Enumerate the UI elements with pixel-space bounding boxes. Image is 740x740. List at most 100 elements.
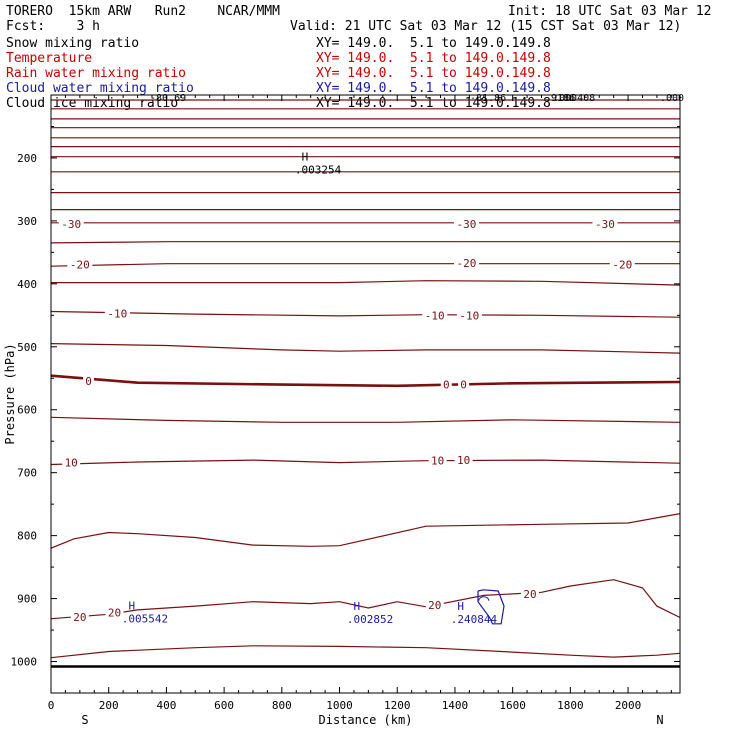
isotherm-label: 0	[460, 379, 467, 392]
isotherm-label-bg	[458, 378, 470, 391]
top-edge-label: .000	[660, 93, 684, 104]
max-value: .005542	[122, 612, 168, 625]
x-tick-label: 1000	[326, 699, 353, 712]
max-value: .002852	[347, 613, 393, 626]
isotherm-label-bg	[70, 610, 89, 623]
isotherm-label: 10	[431, 455, 444, 468]
y-tick-label: 1000	[11, 656, 38, 669]
x-tick-label: 2000	[615, 699, 642, 712]
isotherm-line	[51, 343, 680, 354]
legend-label: Temperature	[6, 51, 93, 66]
south-label: S	[81, 713, 88, 727]
isotherm-label: -10	[425, 309, 445, 322]
isotherm-label: -30	[457, 218, 477, 231]
isotherm-label: 10	[457, 454, 470, 467]
max-value: .003254	[295, 163, 342, 176]
isotherm-line	[51, 459, 680, 466]
y-tick-label: 300	[17, 215, 37, 228]
model-title: TORERO 15km ARW Run2 NCAR/MMM	[6, 4, 280, 19]
isotherm-label: 0	[85, 375, 92, 388]
legend-label: Rain water mixing ratio	[6, 66, 187, 81]
isotherm-line	[51, 579, 680, 620]
x-tick-label: 1600	[499, 699, 526, 712]
y-tick-label: 200	[17, 152, 37, 165]
isotherm-label: -30	[595, 218, 615, 231]
x-tick-label: 1200	[384, 699, 411, 712]
isotherm-label: 0	[443, 379, 450, 392]
valid-time: Valid: 21 UTC Sat 03 Mar 12 (15 CST Sat …	[290, 19, 682, 34]
x-tick-label: 800	[272, 699, 292, 712]
isotherm-label-bg	[105, 606, 124, 619]
cloud-water-contour	[477, 589, 505, 625]
isotherm-label-bg	[456, 309, 482, 322]
isotherm-label: 20	[108, 606, 121, 619]
isotherm-label-bg	[62, 456, 81, 469]
legend-xy: XY= 149.0. 5.1 to 149.0.149.8	[316, 36, 551, 51]
y-tick-label: 600	[17, 404, 37, 417]
isotherm-line	[51, 374, 680, 388]
max-marker: H	[354, 600, 361, 613]
max-marker: H	[457, 600, 464, 613]
isotherm-label: -20	[457, 257, 477, 270]
isotherm-line	[51, 280, 680, 286]
x-tick-label: 200	[99, 699, 119, 712]
isotherm-line	[51, 416, 680, 423]
isotherm-line	[51, 263, 680, 267]
north-label: N	[656, 713, 663, 727]
isotherm-label-bg	[428, 454, 447, 467]
isotherm-label-bg	[67, 258, 93, 271]
y-tick-label: 900	[17, 593, 37, 606]
max-value: .240844	[451, 613, 498, 626]
y-axis-label: Pressure (hPa)	[3, 343, 17, 444]
legend-xy: XY= 149.0. 5.1 to 149.0.149.8	[316, 81, 551, 96]
isotherm-label: -20	[70, 258, 90, 271]
isotherm-label-bg	[440, 378, 452, 391]
isotherm-label-bg	[104, 307, 130, 320]
legend-xy: XY= 149.0. 5.1 to 149.0.149.8	[316, 51, 551, 66]
isotherm-label: 20	[428, 599, 441, 612]
isotherm-line	[51, 645, 680, 659]
isotherm-label-bg	[83, 374, 95, 387]
top-edge-label: -80.69	[150, 93, 186, 104]
isotherm-label-bg	[609, 258, 635, 271]
isotherm-label: -10	[107, 307, 127, 320]
isotherm-line	[51, 310, 680, 318]
legend-label: Cloud water mixing ratio	[6, 81, 194, 96]
max-marker: H	[128, 599, 135, 612]
isotherm-label: 20	[523, 588, 536, 601]
x-axis-label: Distance (km)	[319, 713, 413, 727]
isotherm-line	[51, 513, 680, 549]
top-edge-label: .9186	[545, 93, 575, 104]
isotherm-label-bg	[58, 218, 84, 231]
x-tick-label: 0	[48, 699, 55, 712]
y-tick-label: 400	[17, 278, 37, 291]
isotherm-label: -20	[612, 258, 632, 271]
x-tick-label: 1800	[557, 699, 584, 712]
isotherm-label-bg	[592, 218, 618, 231]
top-edge-label: -81.86	[470, 93, 506, 104]
isotherm-label-bg	[453, 218, 479, 231]
y-tick-label: 500	[17, 341, 37, 354]
isotherm-label: -30	[61, 218, 81, 231]
isotherm-label: -10	[459, 309, 479, 322]
init-time: Init: 18 UTC Sat 03 Mar 12	[508, 4, 712, 19]
forecast-hour: Fcst: 3 h	[6, 19, 100, 34]
isotherm-label-bg	[422, 309, 448, 322]
y-tick-label: 700	[17, 467, 37, 480]
legend-xy: XY= 149.0. 5.1 to 149.0.149.8	[316, 66, 551, 81]
isotherm-label: 20	[73, 611, 86, 624]
top-edge-label: .000408	[553, 93, 595, 104]
y-tick-label: 800	[17, 530, 37, 543]
max-marker: H	[302, 150, 309, 163]
legend-label: Snow mixing ratio	[6, 36, 140, 51]
x-tick-label: 1400	[442, 699, 469, 712]
isotherm-label-bg	[454, 454, 473, 467]
isotherm-label-bg	[453, 257, 479, 270]
plot-frame	[50, 94, 681, 694]
isotherm-label: 10	[65, 457, 78, 470]
isotherm-line	[51, 241, 680, 244]
cloud-water-core	[478, 596, 490, 601]
x-tick-label: 400	[156, 699, 176, 712]
